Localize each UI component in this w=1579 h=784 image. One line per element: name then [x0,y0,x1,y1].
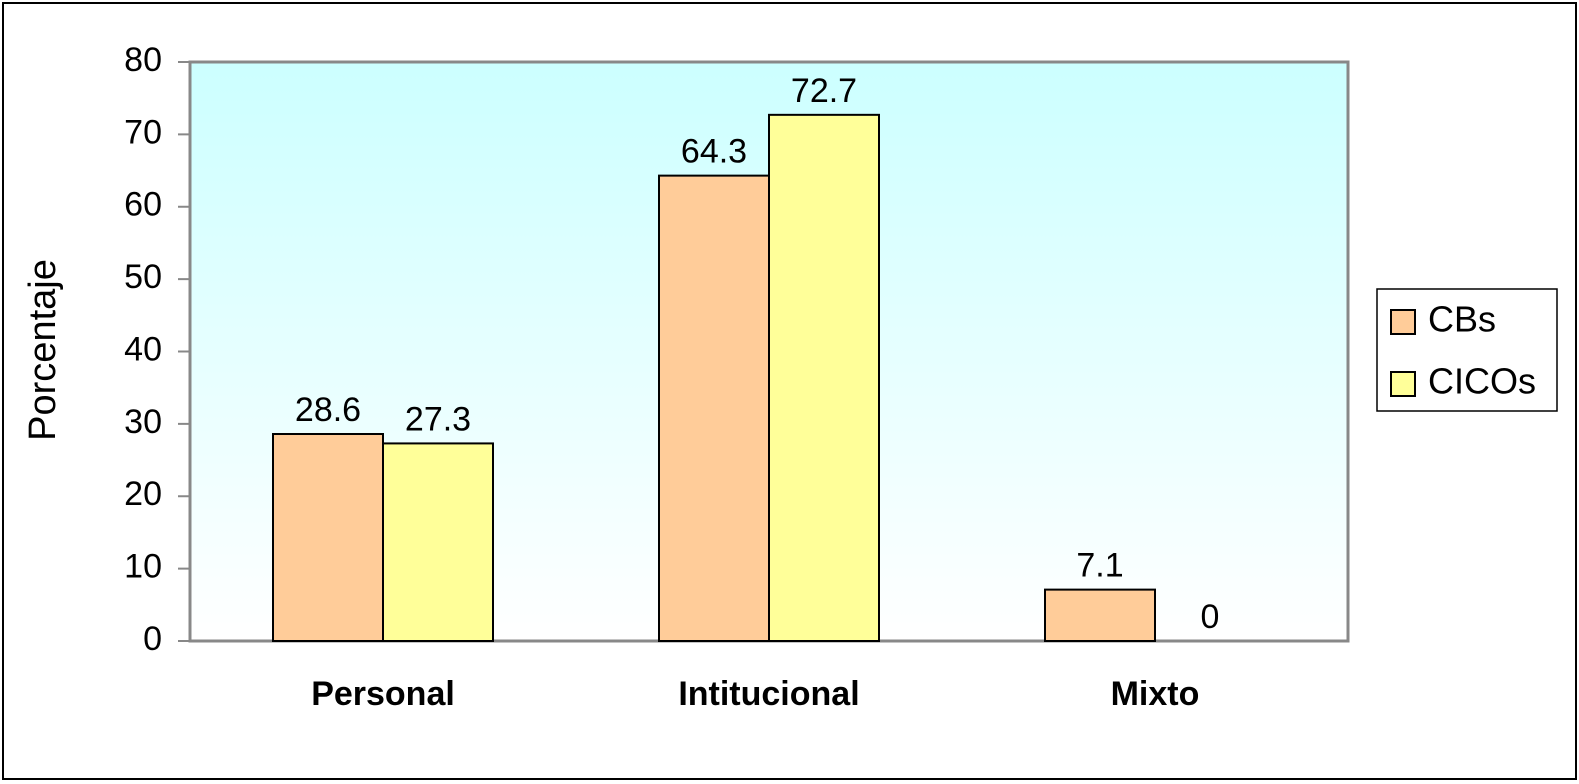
legend-swatch [1390,309,1416,335]
y-tick-label: 20 [124,475,162,513]
legend-label: CICOs [1428,361,1536,402]
data-label: 27.3 [405,400,471,438]
legend-swatch [1390,371,1416,397]
y-tick-label: 30 [124,403,162,441]
data-label: 72.7 [791,72,857,110]
data-label: 28.6 [295,391,361,429]
y-tick-label: 70 [124,113,162,151]
bar [272,433,384,642]
y-tick-label: 40 [124,330,162,368]
x-tick-label: Intitucional [678,675,859,713]
bar [658,174,770,642]
legend-label: CBs [1428,299,1496,340]
data-label: 7.1 [1076,547,1123,585]
y-tick-label: 10 [124,548,162,586]
x-tick-label: Personal [311,675,455,713]
bar [768,113,880,643]
y-axis-label: Porcentaje [22,259,64,441]
y-tick-label: 80 [124,41,162,79]
data-label: 0 [1201,598,1220,636]
y-tick-label: 50 [124,258,162,296]
data-label: 64.3 [681,133,747,171]
y-tick-label: 0 [143,620,162,658]
bar [1044,588,1156,643]
bar [382,442,494,643]
x-tick-label: Mixto [1111,675,1200,713]
y-tick-label: 60 [124,186,162,224]
